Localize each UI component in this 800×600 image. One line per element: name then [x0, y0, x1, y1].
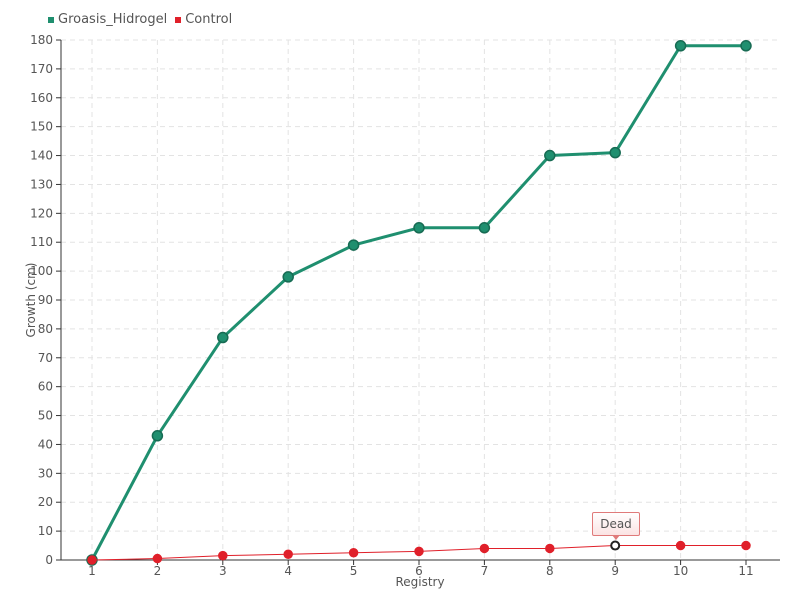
data-point-groasis-hidrogel[interactable] [413, 222, 425, 234]
x-tick-labels: 1 2 3 4 5 6 7 8 9 10 11 [88, 564, 753, 578]
y-tick-label: 40 [38, 437, 53, 451]
x-axis-label: Registry [395, 575, 444, 589]
y-tick-label: 100 [30, 264, 53, 278]
y-tick-label: 140 [30, 149, 53, 163]
y-tick-label: 160 [30, 91, 53, 105]
data-point-groasis-hidrogel[interactable] [151, 430, 164, 442]
x-tick-label: 6 [415, 564, 423, 578]
data-point-groasis-hidrogel[interactable] [674, 40, 687, 52]
data-point-groasis-hidrogel[interactable] [609, 146, 621, 159]
x-tick-label: 4 [284, 564, 292, 578]
data-point-control[interactable] [87, 555, 97, 565]
y-tick-label: 150 [30, 120, 53, 134]
data-point-control[interactable] [675, 540, 686, 551]
data-point-groasis-hidrogel[interactable] [478, 222, 491, 234]
legend-swatch-control [175, 16, 182, 23]
y-tick-label: 180 [30, 33, 53, 47]
y-tick-label: 130 [30, 177, 53, 191]
y-tick-label: 90 [38, 293, 53, 307]
data-point-groasis-hidrogel[interactable] [544, 149, 556, 162]
tooltip-dead: Dead [592, 512, 640, 536]
y-tick-label: 120 [30, 206, 53, 220]
x-tick-label: 5 [350, 564, 358, 578]
x-tick-label: 2 [154, 564, 162, 578]
x-tick-label: 10 [673, 564, 688, 578]
y-tick-label: 0 [45, 553, 53, 567]
grid [61, 39, 780, 560]
axes [56, 39, 780, 565]
y-tick-label: 10 [38, 524, 53, 538]
y-tick-label: 110 [30, 235, 53, 249]
legend-swatch-groasis-hidrogel [48, 16, 54, 23]
y-tick-label: 80 [38, 322, 53, 336]
data-point-groasis-hidrogel[interactable] [740, 40, 752, 52]
tooltip-arrow [612, 535, 620, 540]
data-point-control[interactable] [479, 543, 490, 554]
y-tick-label: 50 [38, 409, 53, 423]
y-tick-labels: 0 10 20 30 40 50 60 70 80 90 100 110 120 130 140 150 160… [30, 33, 53, 567]
data-point-control[interactable] [283, 549, 293, 559]
data-point-groasis-hidrogel[interactable] [282, 271, 294, 283]
y-tick-label: 60 [38, 380, 53, 394]
x-tick-label: 9 [611, 564, 619, 578]
legend-label-groasis-hidrogel: Groasis_Hidrogel [58, 12, 168, 27]
data-point-groasis-hidrogel[interactable] [347, 239, 360, 251]
legend-item-groasis-hidrogel[interactable]: Groasis_Hidrogel [48, 12, 167, 27]
y-tick-label: 20 [38, 495, 53, 509]
x-tick-label: 3 [219, 564, 227, 578]
x-tick-label: 11 [738, 564, 753, 578]
data-point-groasis-hidrogel[interactable] [217, 331, 229, 344]
data-point-control[interactable] [348, 548, 359, 558]
data-point-control[interactable] [152, 553, 163, 564]
x-tick-label: 7 [481, 564, 489, 578]
y-axis-label: Growth (cm) [24, 263, 38, 338]
legend-label-control: Control [185, 12, 233, 27]
data-point-control[interactable] [610, 540, 621, 551]
legend-item-control[interactable]: Control [175, 12, 232, 27]
y-tick-label: 170 [30, 62, 53, 76]
legend: Groasis_Hidrogel Control [48, 12, 232, 27]
data-point-control[interactable] [218, 550, 228, 561]
y-tick-label: 70 [38, 351, 53, 365]
data-point-control[interactable] [414, 546, 424, 557]
x-tick-label: 1 [88, 564, 96, 578]
y-tick-label: 30 [38, 466, 53, 480]
x-tick-label: 8 [546, 564, 554, 578]
data-point-control[interactable] [741, 540, 751, 551]
data-point-control[interactable] [545, 543, 555, 554]
series-group [86, 40, 752, 566]
